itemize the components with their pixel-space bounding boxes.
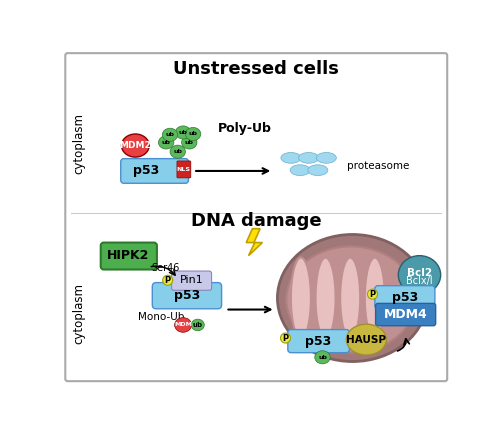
Ellipse shape: [162, 275, 172, 285]
FancyBboxPatch shape: [376, 304, 436, 326]
Text: p53: p53: [133, 164, 160, 178]
Ellipse shape: [398, 256, 440, 294]
Ellipse shape: [308, 165, 328, 175]
Text: cytoplasm: cytoplasm: [72, 114, 86, 175]
Text: p53: p53: [392, 291, 418, 304]
Ellipse shape: [174, 318, 192, 332]
Text: proteasome: proteasome: [347, 160, 410, 171]
Ellipse shape: [315, 351, 330, 364]
Text: ub: ub: [188, 132, 198, 136]
Text: MDM4: MDM4: [384, 308, 428, 321]
Text: ub: ub: [162, 140, 170, 145]
Ellipse shape: [346, 324, 387, 355]
Ellipse shape: [158, 136, 174, 149]
Text: DNA damage: DNA damage: [191, 212, 322, 230]
Text: ub: ub: [192, 322, 203, 328]
Ellipse shape: [122, 134, 149, 157]
Text: ub: ub: [178, 130, 188, 135]
Text: MDM: MDM: [174, 322, 192, 328]
FancyBboxPatch shape: [177, 161, 191, 178]
FancyBboxPatch shape: [375, 286, 435, 309]
Text: P: P: [282, 334, 288, 343]
Ellipse shape: [186, 127, 201, 141]
Text: Bclx/l: Bclx/l: [406, 276, 433, 286]
Ellipse shape: [281, 153, 301, 163]
Ellipse shape: [365, 258, 385, 338]
Text: p53: p53: [306, 335, 332, 347]
Text: ub: ub: [318, 355, 327, 360]
Text: HAUSP: HAUSP: [346, 335, 387, 344]
Ellipse shape: [298, 153, 318, 163]
Ellipse shape: [278, 234, 428, 362]
Ellipse shape: [316, 258, 336, 338]
Text: MDM2: MDM2: [120, 141, 151, 150]
Text: P: P: [164, 276, 171, 285]
Text: Poly-Ub: Poly-Ub: [218, 122, 272, 135]
FancyBboxPatch shape: [120, 159, 188, 183]
Polygon shape: [246, 229, 262, 256]
Text: cytoplasm: cytoplasm: [72, 283, 86, 344]
Ellipse shape: [290, 165, 310, 175]
Text: ub: ub: [174, 149, 182, 154]
Ellipse shape: [286, 246, 416, 353]
Text: p53: p53: [174, 289, 200, 302]
FancyBboxPatch shape: [152, 283, 222, 309]
FancyBboxPatch shape: [288, 329, 350, 353]
Text: ub: ub: [166, 132, 174, 137]
Text: Ser46: Ser46: [151, 263, 180, 273]
Ellipse shape: [291, 258, 311, 338]
Text: Unstressed cells: Unstressed cells: [174, 59, 339, 77]
Ellipse shape: [191, 319, 204, 331]
Ellipse shape: [280, 333, 290, 343]
Ellipse shape: [162, 128, 178, 141]
Ellipse shape: [182, 136, 197, 149]
Ellipse shape: [340, 258, 360, 338]
Text: NLS: NLS: [177, 167, 191, 172]
Text: ub: ub: [185, 140, 194, 145]
Ellipse shape: [316, 153, 336, 163]
Ellipse shape: [170, 145, 186, 158]
Text: Bcl2: Bcl2: [407, 267, 432, 278]
Text: Mono-Ub: Mono-Ub: [138, 312, 185, 322]
FancyBboxPatch shape: [172, 271, 211, 290]
FancyBboxPatch shape: [100, 243, 157, 270]
Ellipse shape: [368, 289, 378, 299]
Text: HIPK2: HIPK2: [107, 249, 150, 262]
Text: Pin1: Pin1: [180, 275, 204, 285]
Text: P: P: [370, 290, 376, 299]
FancyBboxPatch shape: [66, 53, 447, 381]
Ellipse shape: [176, 126, 191, 139]
